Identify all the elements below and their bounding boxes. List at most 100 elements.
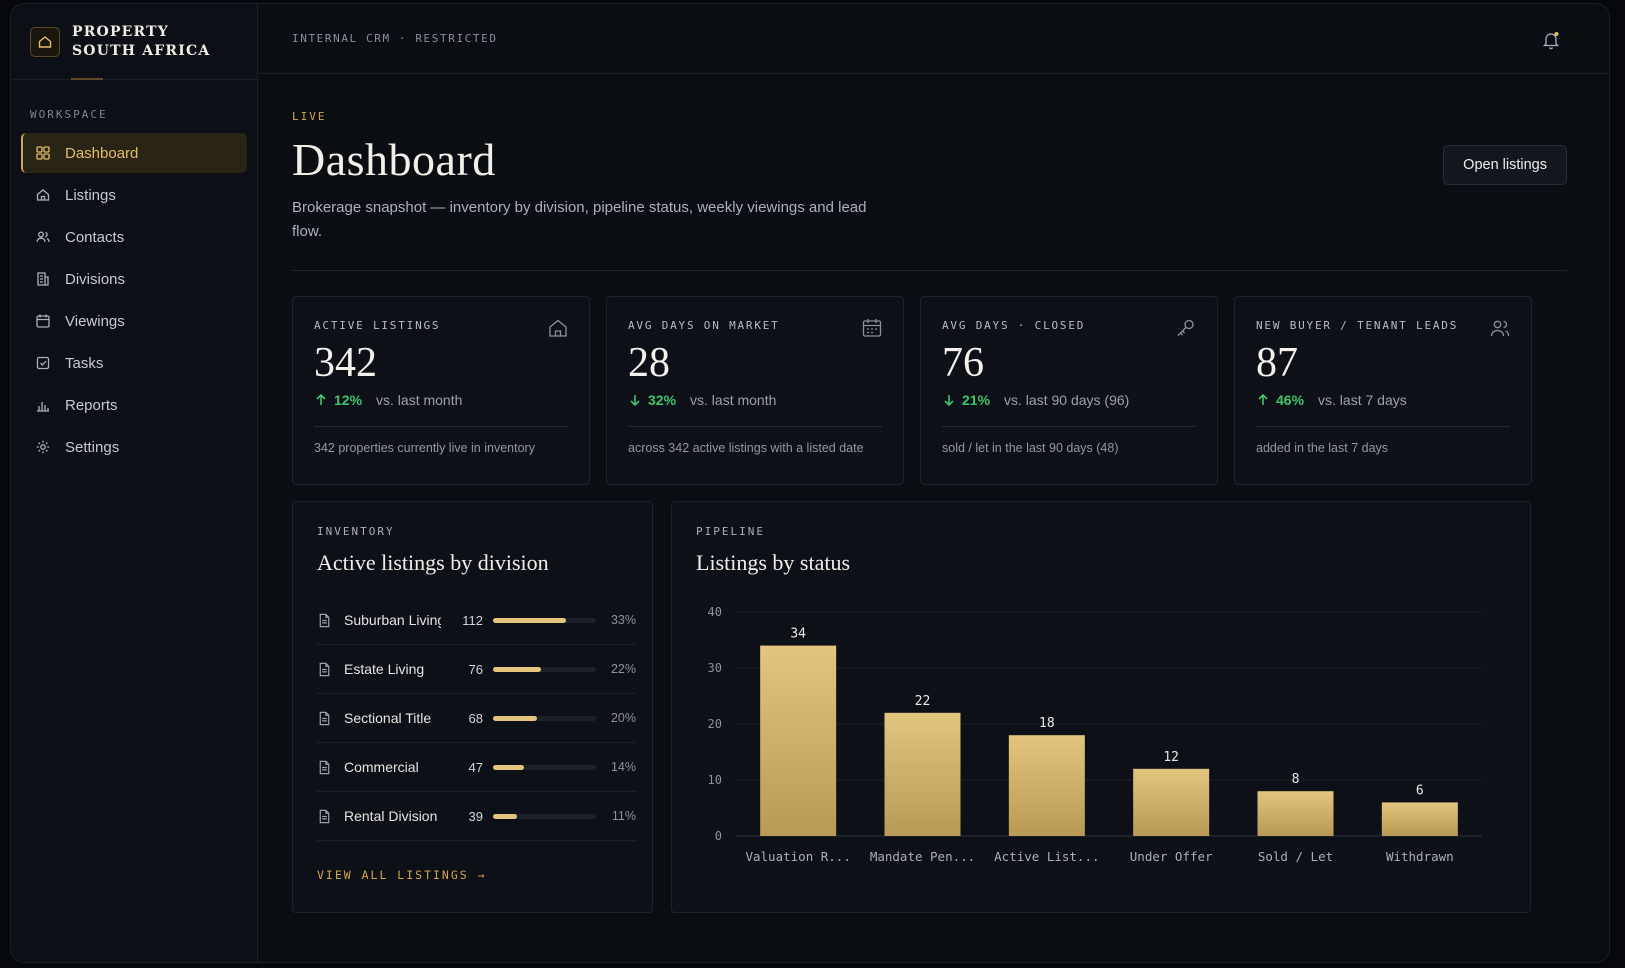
division-percent: 20% (610, 711, 636, 725)
brand-name: PROPERTY SOUTH AFRICA (72, 23, 210, 61)
building-icon (37, 272, 49, 286)
kpi-delta: 32% vs. last month (628, 392, 882, 408)
division-name[interactable]: Sectional Title (344, 710, 432, 726)
kpi-delta-pct: 12% (334, 392, 363, 408)
home-icon (36, 189, 50, 201)
sidebar-item-label: Reports (65, 396, 118, 414)
division-share-fill (493, 666, 542, 672)
bar-chart-icon (37, 402, 49, 412)
sidebar-item-label: Viewings (65, 312, 125, 330)
bar (760, 645, 837, 836)
sidebar-item-tasks[interactable]: Tasks (21, 343, 247, 383)
sidebar-item-dashboard[interactable]: Dashboard (21, 133, 247, 173)
view-all-listings-link[interactable]: VIEW ALL LISTINGS → (317, 868, 487, 882)
calendar-icon (36, 314, 50, 328)
division-count: 39 (468, 808, 484, 824)
y-tick-label: 10 (708, 773, 722, 787)
division-share-bar (493, 715, 597, 721)
division-share-bar (493, 764, 597, 770)
bar-value-label: 6 (1416, 783, 1424, 798)
sidebar-item-label: Settings (65, 438, 120, 456)
x-tick-label: Sold / Let (1258, 849, 1333, 864)
x-tick-label: Under Offer (1130, 849, 1213, 864)
division-count: 112 (462, 612, 484, 628)
sidebar-item-listings[interactable]: Listings (21, 175, 247, 215)
pipeline-eyebrow: PIPELINE (696, 525, 765, 538)
sidebar-item-reports[interactable]: Reports (21, 385, 247, 425)
division-row[interactable]: Commercial 47 14% (317, 743, 636, 792)
document-icon (319, 662, 330, 676)
document-icon (319, 809, 330, 823)
kpi-delta: 46% vs. last 7 days (1256, 392, 1510, 408)
bar (1008, 735, 1085, 836)
arrow-down-icon (630, 395, 640, 407)
kpi-footnote: sold / let in the last 90 days (48) (942, 441, 1119, 455)
brand-line-1: PROPERTY (72, 23, 169, 40)
kpi-comparison: vs. last 90 days (96) (1004, 392, 1130, 408)
kpi-comparison: vs. last month (690, 392, 777, 408)
division-row[interactable]: Suburban Living 112 33% (317, 596, 636, 645)
division-name[interactable]: Suburban Living (344, 612, 442, 628)
division-name[interactable]: Rental Division (344, 808, 438, 824)
inventory-panel: INVENTORY Active listings by division Su… (292, 501, 653, 913)
users-icon (36, 231, 50, 243)
listings-by-status-chart: 0 10 20 30 40 34 Valuation R... 22 Mandate Pen..… (708, 605, 1482, 864)
kpi-comparison: vs. last month (376, 392, 463, 408)
kpi-value: 342 (314, 340, 377, 386)
checkbox-icon (36, 356, 50, 370)
division-count: 47 (468, 759, 484, 775)
y-tick-label: 40 (708, 605, 722, 619)
bar (1257, 791, 1334, 836)
division-row[interactable]: Rental Division 39 11% (317, 792, 636, 841)
sidebar-item-viewings[interactable]: Viewings (21, 301, 247, 341)
y-tick-label: 20 (708, 717, 722, 731)
page-title: Dashboard (292, 134, 496, 185)
y-tick-label: 30 (708, 661, 722, 675)
kpi-delta: 21% vs. last 90 days (96) (942, 392, 1196, 408)
grid-icon (36, 146, 50, 160)
arrow-up-icon (316, 393, 326, 405)
brand[interactable]: PROPERTY SOUTH AFRICA (11, 4, 257, 80)
division-count: 68 (468, 710, 484, 726)
breadcrumb: INTERNAL CRM · RESTRICTED (292, 32, 498, 45)
division-row[interactable]: Sectional Title 68 20% (317, 694, 636, 743)
division-percent: 11% (611, 809, 636, 823)
topbar: INTERNAL CRM · RESTRICTED (259, 4, 1609, 74)
live-eyebrow: LIVE (292, 110, 327, 123)
division-percent: 33% (610, 613, 636, 627)
division-name[interactable]: Estate Living (344, 661, 425, 677)
division-share-fill (493, 813, 518, 819)
inventory-title: Active listings by division (317, 550, 549, 575)
gear-icon (36, 440, 50, 454)
kpi-divider (314, 426, 568, 427)
division-share-bar (493, 813, 597, 819)
bar (884, 712, 961, 836)
kpi-delta-pct: 32% (648, 392, 677, 408)
bell-icon[interactable] (1541, 30, 1561, 50)
bar-value-label: 18 (1039, 716, 1055, 731)
kpi-row: ACTIVE LISTINGS 342 12% vs. last month 3… (292, 296, 1567, 485)
division-share-fill (493, 715, 537, 721)
calendar-icon (862, 319, 882, 337)
division-row[interactable]: Estate Living 76 22% (317, 645, 636, 694)
kpi-label: AVG DAYS ON MARKET (628, 319, 780, 332)
document-icon (319, 613, 330, 627)
sidebar-item-divisions[interactable]: Divisions (21, 259, 247, 299)
division-share-bar (493, 617, 597, 623)
arrow-up-icon (1258, 393, 1268, 405)
kpi-footnote: across 342 active listings with a listed… (628, 441, 864, 455)
sidebar: PROPERTY SOUTH AFRICA WORKSPACE Dashboar… (11, 4, 258, 962)
pipeline-panel: PIPELINE Listings by status 0 10 20 30 40 34 V… (671, 501, 1531, 913)
x-tick-label: Active List... (994, 849, 1099, 864)
x-tick-label: Withdrawn (1386, 849, 1454, 864)
division-name[interactable]: Commercial (344, 759, 419, 775)
open-listings-button[interactable]: Open listings (1443, 145, 1567, 185)
division-share-fill (493, 617, 566, 623)
bar-value-label: 8 (1292, 772, 1300, 787)
kpi-divider (942, 426, 1196, 427)
pipeline-title: Listings by status (696, 550, 851, 575)
sidebar-item-settings[interactable]: Settings (21, 427, 247, 467)
x-tick-label: Mandate Pen... (870, 849, 975, 864)
kpi-delta: 12% vs. last month (314, 392, 568, 408)
sidebar-item-contacts[interactable]: Contacts (21, 217, 247, 257)
